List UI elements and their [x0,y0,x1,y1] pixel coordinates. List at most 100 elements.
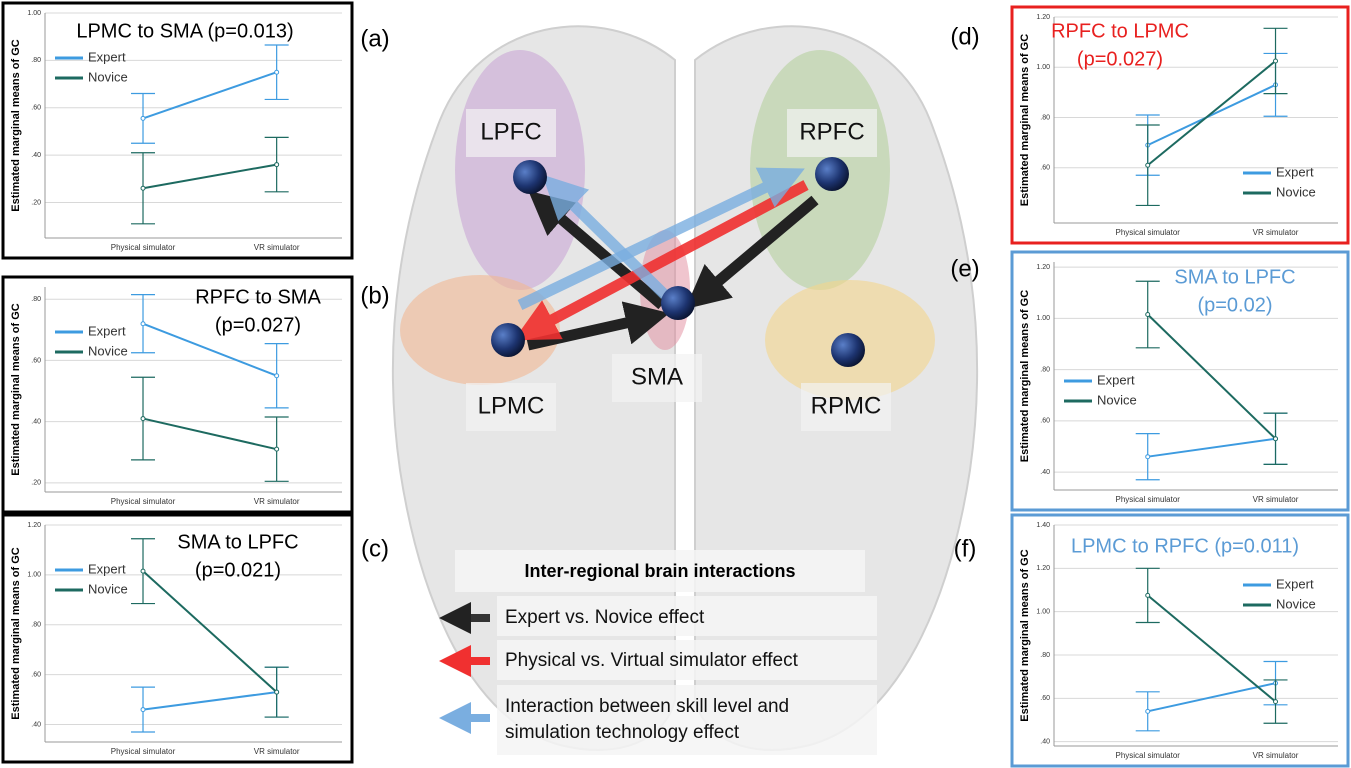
chart-title: SMA to LPFC [1174,266,1295,288]
y-tick-label: 1.00 [27,572,41,579]
y-tick-label: .40 [31,418,41,425]
chart-border [1012,252,1348,510]
panel-label: (b) [360,282,389,309]
chart-title: RPFC to SMA [195,286,321,308]
point [141,186,145,190]
point [141,569,145,573]
chart-border [3,277,352,512]
legend-entry: simulation technology effect [505,722,740,743]
y-tick-label: .40 [31,152,41,159]
x-tick-label: Physical simulator [1115,228,1180,237]
legend-entry: Physical vs. Virtual simulator effect [505,650,799,671]
y-tick-label: .60 [31,357,41,364]
y-tick-label: 1.00 [1036,64,1050,71]
y-tick-label: 1.20 [1036,14,1050,21]
panel-label: (d) [950,23,979,50]
chart-title: SMA to LPFC [177,531,298,553]
legend-label: Expert [88,49,126,64]
y-axis-label: Estimated marginal means of GC [1019,549,1031,721]
chart-title: LPMC to RPFC (p=0.011) [1071,535,1299,557]
point [275,70,279,74]
legend-label: Novice [88,581,128,596]
x-tick-label: VR simulator [254,497,300,506]
y-tick-label: .80 [31,57,41,64]
legend-label: Expert [1276,164,1314,179]
y-tick-label: .60 [31,105,41,112]
x-tick-label: VR simulator [254,747,300,756]
chart-title: (p=0.027) [1077,48,1163,70]
legend-entry: Expert vs. Novice effect [505,607,705,628]
y-tick-label: .60 [1040,695,1050,702]
chart-title: (p=0.02) [1197,294,1272,316]
legend-label: Novice [88,343,128,358]
y-tick-label: .40 [31,721,41,728]
chart-title: RPFC to LPMC [1051,20,1189,42]
y-tick-label: .80 [1040,652,1050,659]
panel-label: (e) [950,255,979,282]
figure: Estimated marginal means of GC .20 .40 .60.… [0,0,1351,768]
legend-label: Novice [1097,392,1137,407]
y-tick-label: .60 [1040,165,1050,172]
node-label: RPFC [799,118,864,145]
y-tick-label: 1.20 [1036,264,1050,271]
brain-node [661,286,695,320]
x-tick-label: VR simulator [254,243,300,252]
point [1274,59,1278,63]
y-tick-label: .40 [1040,469,1050,476]
legend-label: Expert [1097,372,1135,387]
y-tick-label: .80 [31,622,41,629]
point [141,417,145,421]
point [1146,593,1150,597]
point [1146,163,1150,167]
legend-label: Novice [1276,596,1316,611]
chart-title: (p=0.027) [215,314,301,336]
point [141,116,145,120]
y-axis-label: Estimated marginal means of GC [1019,34,1031,206]
legend-label: Novice [1276,184,1316,199]
y-tick-label: .60 [31,671,41,678]
x-tick-label: Physical simulator [111,497,176,506]
chart-title: LPMC to SMA (p=0.013) [76,20,293,42]
y-tick-label: 1.00 [1036,315,1050,322]
point [275,163,279,167]
x-tick-label: Physical simulator [111,243,176,252]
legend-label: Expert [1276,576,1314,591]
y-axis-label: Estimated marginal means of GC [10,39,22,211]
y-tick-label: .80 [1040,366,1050,373]
point [1146,313,1150,317]
y-tick-label: .80 [31,296,41,303]
legend-title: Inter-regional brain interactions [524,561,795,581]
x-tick-label: Physical simulator [1115,495,1180,504]
y-tick-label: 1.00 [1036,609,1050,616]
chart-title: (p=0.021) [195,559,281,581]
y-tick-label: .20 [31,480,41,487]
y-tick-label: .60 [1040,418,1050,425]
y-axis-label: Estimated marginal means of GC [1019,290,1031,462]
point [1274,437,1278,441]
node-label: LPFC [480,118,541,145]
x-tick-label: VR simulator [1253,751,1299,760]
y-tick-label: .80 [1040,114,1050,121]
y-tick-label: 1.20 [1036,565,1050,572]
y-tick-label: .40 [1040,739,1050,746]
point [275,374,279,378]
y-tick-label: 1.00 [27,10,41,17]
node-label: RPMC [811,392,882,419]
point [275,447,279,451]
x-tick-label: VR simulator [1253,228,1299,237]
y-tick-label: 1.40 [1036,522,1050,529]
legend-label: Expert [88,323,126,338]
brain-node [831,333,865,367]
x-tick-label: Physical simulator [111,747,176,756]
panel-label: (a) [360,25,389,52]
panel-label: (c) [361,535,389,562]
y-tick-label: .20 [31,199,41,206]
point [1146,709,1150,713]
y-axis-label: Estimated marginal means of GC [10,303,22,475]
x-tick-label: Physical simulator [1115,751,1180,760]
legend-entry: Interaction between skill level and [505,696,789,717]
node-label: LPMC [478,392,545,419]
brain-node [491,323,525,357]
y-axis-label: Estimated marginal means of GC [10,547,22,719]
legend-label: Expert [88,561,126,576]
